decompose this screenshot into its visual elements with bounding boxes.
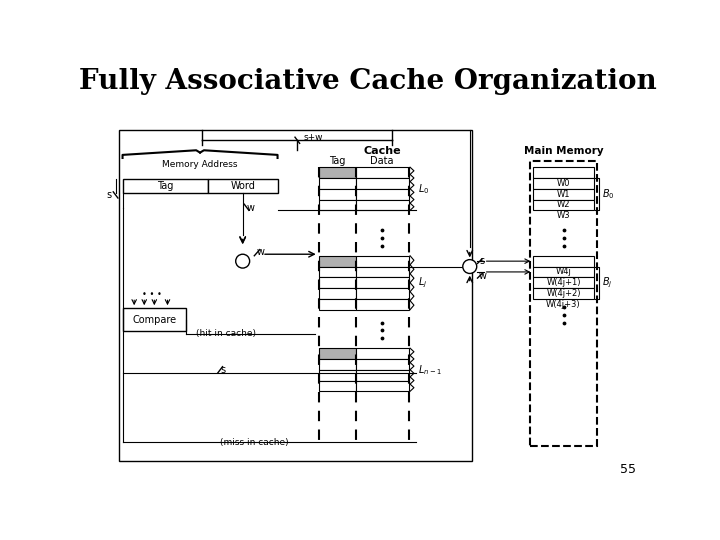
Bar	[319, 256, 356, 267]
Bar	[319, 288, 356, 299]
Text: Compare: Compare	[132, 315, 176, 325]
Bar	[534, 256, 594, 267]
Text: Memory Address: Memory Address	[162, 160, 238, 170]
Bar	[356, 256, 408, 267]
Text: Fully Associative Cache Organization: Fully Associative Cache Organization	[78, 68, 657, 95]
Text: (miss in cache): (miss in cache)	[220, 437, 289, 447]
Text: Cache: Cache	[364, 146, 401, 156]
Bar	[319, 348, 356, 359]
Bar	[356, 278, 408, 288]
Text: W0: W0	[557, 179, 570, 188]
Circle shape	[463, 260, 477, 273]
Text: $B_0$: $B_0$	[601, 187, 614, 201]
Text: w: w	[256, 247, 265, 257]
Bar	[319, 267, 356, 278]
Bar	[534, 278, 594, 288]
Text: Data: Data	[370, 156, 394, 166]
Text: Main Memory: Main Memory	[523, 146, 603, 156]
Bar	[356, 167, 408, 178]
Bar	[319, 381, 356, 392]
Bar	[356, 348, 408, 359]
Bar	[208, 179, 277, 193]
Text: Tag: Tag	[329, 156, 346, 166]
Text: Word: Word	[230, 181, 255, 191]
Text: W3: W3	[557, 211, 570, 220]
Bar	[356, 381, 408, 392]
Text: s: s	[220, 364, 225, 375]
Bar	[122, 179, 208, 193]
Bar	[319, 299, 356, 309]
Text: w: w	[479, 271, 487, 281]
Bar	[530, 161, 597, 446]
Bar	[356, 189, 408, 200]
Bar	[120, 130, 472, 461]
Bar	[534, 267, 594, 278]
Text: 55: 55	[621, 463, 636, 476]
Text: Tag: Tag	[157, 181, 174, 191]
Text: W1: W1	[557, 190, 570, 199]
Text: s: s	[107, 190, 112, 200]
Bar	[534, 189, 594, 200]
Text: $B_j$: $B_j$	[601, 275, 612, 290]
Text: • • •: • • •	[142, 290, 162, 299]
Text: $L_{n-1}$: $L_{n-1}$	[418, 363, 441, 376]
Text: $L_0$: $L_0$	[418, 182, 429, 195]
Bar	[319, 189, 356, 200]
Bar	[319, 370, 356, 381]
Text: s: s	[479, 256, 484, 266]
Text: s+w: s+w	[304, 133, 323, 141]
Bar	[319, 178, 356, 189]
Bar	[356, 299, 408, 309]
Bar	[319, 359, 356, 370]
Bar	[534, 200, 594, 211]
Text: W4j: W4j	[556, 267, 572, 276]
Bar	[356, 178, 408, 189]
Bar	[356, 359, 408, 370]
Text: W(4j+3): W(4j+3)	[546, 300, 581, 309]
Bar	[356, 267, 408, 278]
Text: $L_j$: $L_j$	[418, 275, 427, 290]
Bar	[356, 200, 408, 211]
Bar	[319, 200, 356, 211]
Bar	[122, 308, 186, 331]
Bar	[534, 167, 594, 178]
Text: w: w	[246, 203, 255, 213]
Circle shape	[235, 254, 250, 268]
Bar	[319, 278, 356, 288]
Text: W(4j+2): W(4j+2)	[546, 289, 581, 298]
Bar	[356, 288, 408, 299]
Bar	[319, 167, 356, 178]
Text: W2: W2	[557, 200, 570, 210]
Text: W(4j+1): W(4j+1)	[546, 278, 581, 287]
Text: (hit in cache): (hit in cache)	[196, 329, 256, 338]
Bar	[534, 178, 594, 189]
Bar	[534, 288, 594, 299]
Bar	[356, 370, 408, 381]
